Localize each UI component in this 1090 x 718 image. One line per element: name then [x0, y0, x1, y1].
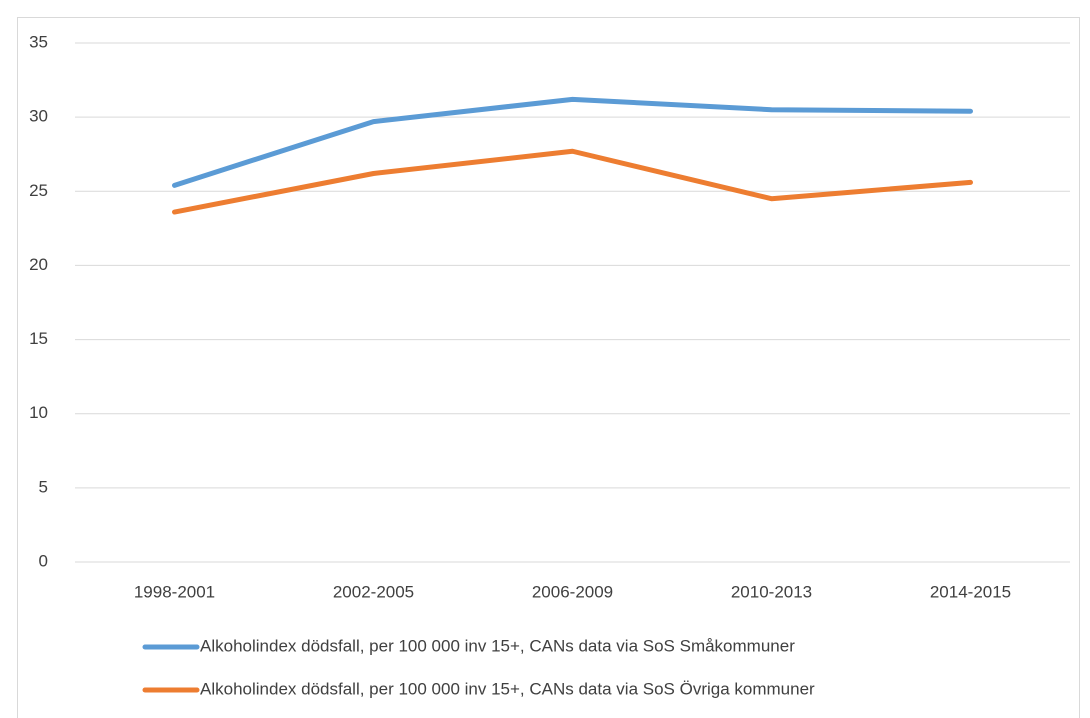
y-tick-label: 35 — [29, 32, 48, 51]
chart-border — [17, 17, 1080, 718]
y-tick-label: 30 — [29, 107, 48, 126]
y-tick-label: 25 — [29, 181, 48, 200]
y-tick-label: 15 — [29, 329, 48, 348]
y-tick-label: 5 — [39, 477, 48, 496]
y-tick-label: 0 — [39, 551, 48, 570]
legend-label: Alkoholindex dödsfall, per 100 000 inv 1… — [200, 636, 795, 655]
line-series — [172, 96, 973, 188]
x-tick-label: 2002-2005 — [333, 582, 414, 601]
x-tick-label: 2010-2013 — [731, 582, 812, 601]
x-tick-label: 1998-2001 — [134, 582, 215, 601]
y-tick-label: 10 — [29, 403, 48, 422]
x-tick-label: 2006-2009 — [532, 582, 613, 601]
line-series — [172, 148, 973, 215]
x-tick-label: 2014-2015 — [930, 582, 1011, 601]
y-tick-label: 20 — [29, 255, 48, 274]
legend-label: Alkoholindex dödsfall, per 100 000 inv 1… — [200, 679, 815, 698]
